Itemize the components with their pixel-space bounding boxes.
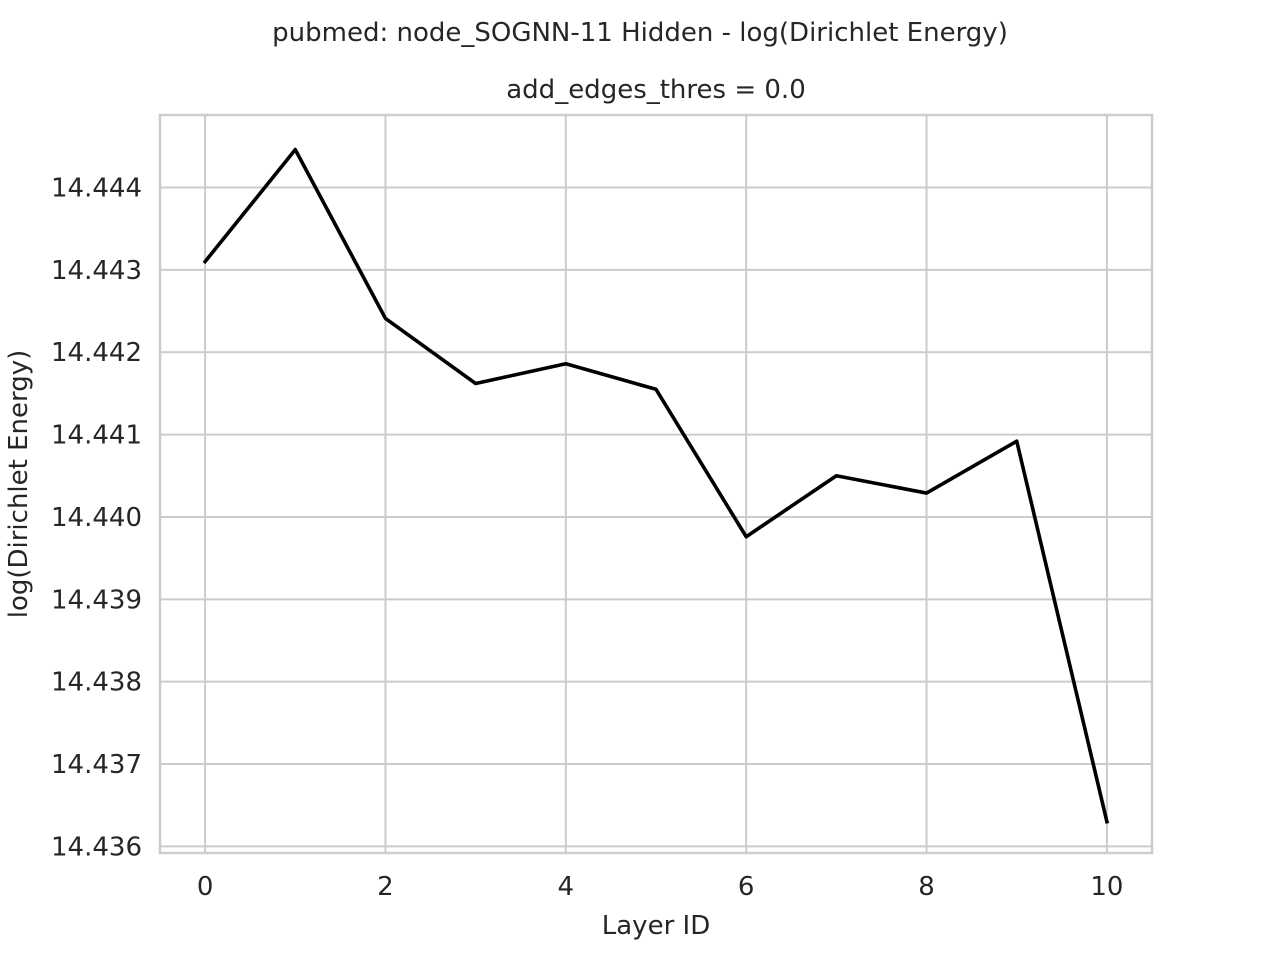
y-gridlines (160, 186, 1152, 848)
x-tick-label: 6 (738, 872, 755, 902)
y-tick-label: 14.437 (51, 750, 142, 780)
x-tick-label: 8 (918, 872, 935, 902)
y-tick-label: 14.442 (51, 338, 142, 368)
plot-frame (158, 113, 1154, 855)
series-line (202, 147, 1110, 824)
x-axis-label: Layer ID (602, 911, 710, 941)
x-tick-label: 2 (377, 872, 394, 902)
y-tick-label: 14.436 (51, 832, 142, 862)
series-layer (202, 147, 1110, 824)
x-tick-labels: 0 2 4 6 8 10 (197, 872, 1124, 902)
y-tick-label: 14.443 (51, 256, 142, 286)
x-tick-label: 10 (1090, 872, 1123, 902)
x-tick-label: 0 (197, 872, 214, 902)
x-gridlines (204, 115, 1108, 853)
y-axis-label: log(Dirichlet Energy) (4, 350, 34, 619)
y-tick-label: 14.439 (51, 585, 142, 615)
chart-title: add_edges_thres = 0.0 (506, 75, 805, 105)
x-tick-label: 4 (558, 872, 575, 902)
y-tick-label: 14.438 (51, 668, 142, 698)
y-tick-label: 14.440 (51, 503, 142, 533)
chart-suptitle: pubmed: node_SOGNN-11 Hidden - log(Diric… (272, 18, 1008, 48)
y-tick-labels: 14.436 14.437 14.438 14.439 14.440 14.441 14.4… (51, 173, 142, 862)
y-tick-label: 14.441 (51, 421, 142, 451)
y-tick-label: 14.444 (51, 173, 142, 203)
